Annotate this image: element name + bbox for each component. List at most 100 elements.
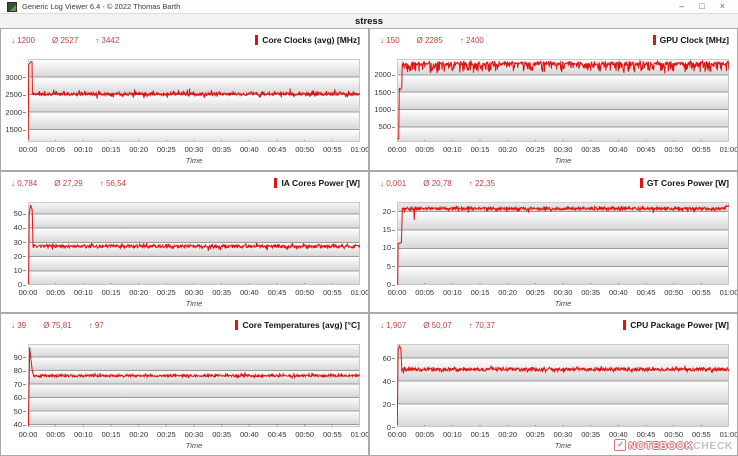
- window-title: Generic Log Viewer 6.4 - © 2022 Thomas B…: [22, 2, 181, 11]
- x-tick-label: 00:55: [691, 287, 711, 297]
- x-tick-label: 00:25: [525, 430, 545, 440]
- chart-canvas: [28, 201, 360, 285]
- x-axis-label: Time: [554, 441, 572, 451]
- y-tick-label: 60: [370, 354, 395, 363]
- legend-color-bar-icon: [639, 177, 643, 188]
- x-tick-label: 00:15: [470, 430, 490, 440]
- x-axis-label: Time: [185, 441, 203, 451]
- x-tick-label: 00:10: [442, 430, 462, 440]
- x-tick-label: 00:55: [691, 145, 711, 154]
- x-tick-label: 00:00: [387, 145, 407, 154]
- x-tick-label: 00:10: [73, 287, 93, 297]
- x-tick-label: 00:45: [636, 430, 656, 440]
- x-tick-label: 00:20: [498, 145, 518, 154]
- x-tick-label: 01:00: [350, 287, 369, 297]
- x-tick-label: 00:40: [608, 145, 628, 154]
- y-tick-label: 0: [370, 423, 395, 432]
- x-tick-label: 00:35: [212, 287, 232, 297]
- x-tick-label: 00:00: [387, 287, 407, 297]
- stat-avg: Ø 50,07: [423, 321, 452, 331]
- y-tick-label: 2000: [1, 108, 26, 117]
- x-tick-label: 00:05: [415, 287, 435, 297]
- x-tick-label: 00:45: [267, 145, 287, 154]
- charts-grid: ↓ 1200 Ø 2527 ↑ 3442 Core Clocks (avg) […: [0, 28, 738, 456]
- y-tick-label: 50: [1, 407, 26, 416]
- chart-title: CPU Package Power [W]: [630, 320, 729, 331]
- chart-stats: ↓ 0,001 Ø 20,78 ↑ 22,35: [380, 179, 495, 188]
- y-tick-label: 3000: [1, 73, 26, 82]
- y-tick-label: 90: [1, 353, 26, 362]
- window-controls: – □ ×: [679, 2, 731, 11]
- chart-panel: ↓ 150 Ø 2285 ↑ 2400 GPU Clock [MHz] 500 1…: [369, 28, 738, 171]
- x-tick-label: 00:05: [46, 430, 66, 440]
- chart-stats: ↓ 0,784 Ø 27,29 ↑ 56,54: [11, 179, 126, 188]
- x-tick-label: 00:30: [553, 145, 573, 154]
- y-tick-label: 20: [370, 400, 395, 409]
- stat-min: ↓ 1,907: [380, 321, 407, 331]
- stat-max: ↑ 97: [88, 321, 104, 331]
- x-tick-label: 00:15: [101, 287, 121, 297]
- legend-color-bar-icon: [652, 35, 656, 45]
- legend-color-bar-icon: [274, 177, 278, 188]
- x-tick-label: 00:05: [46, 145, 66, 154]
- x-tick-label: 00:20: [498, 287, 518, 297]
- chart-canvas: [397, 201, 729, 285]
- x-tick-label: 00:00: [18, 430, 38, 440]
- y-tick-label: 10: [370, 243, 395, 252]
- x-tick-label: 00:30: [553, 287, 573, 297]
- y-tick-label: 20: [1, 252, 26, 261]
- y-tick-label: 40: [1, 420, 26, 429]
- x-tick-label: 00:35: [581, 287, 601, 297]
- stat-min: ↓ 1200: [11, 36, 36, 45]
- chart-panel: ↓ 1,907 Ø 50,07 ↑ 70,37 CPU Package Powe…: [369, 313, 738, 456]
- chart-title: Core Clocks (avg) [MHz]: [262, 35, 360, 45]
- titlebar: Generic Log Viewer 6.4 - © 2022 Thomas B…: [0, 0, 738, 14]
- stat-max: ↑ 56,54: [99, 178, 126, 188]
- legend-color-bar-icon: [255, 35, 259, 45]
- x-tick-label: 00:15: [101, 430, 121, 440]
- chart-legend: GPU Clock [MHz]: [652, 35, 729, 45]
- chart-legend: GT Cores Power [W]: [639, 177, 729, 188]
- y-tick-label: 5: [370, 262, 395, 271]
- x-tick-label: 00:50: [664, 430, 684, 440]
- x-tick-label: 00:55: [691, 430, 711, 440]
- stat-min: ↓ 150: [380, 36, 400, 45]
- chart-canvas: [397, 344, 729, 428]
- x-tick-label: 00:20: [498, 430, 518, 440]
- x-axis-label: Time: [554, 298, 572, 308]
- chart-legend: Core Temperatures (avg) [°C]: [235, 320, 360, 331]
- x-tick-label: 00:40: [608, 430, 628, 440]
- series-line: [397, 204, 729, 285]
- chart-title: IA Cores Power [W]: [281, 177, 360, 188]
- series-line: [28, 61, 360, 141]
- x-tick-label: 00:50: [295, 287, 315, 297]
- series-line: [28, 347, 360, 427]
- maximize-button[interactable]: □: [699, 1, 705, 11]
- chart-panel: ↓ 0,001 Ø 20,78 ↑ 22,35 GT Cores Power […: [369, 170, 738, 314]
- minimize-button[interactable]: –: [679, 1, 685, 11]
- y-tick-label: 0: [1, 280, 26, 289]
- y-tick-label: 0: [370, 280, 395, 289]
- chart-title: GT Cores Power [W]: [646, 177, 729, 188]
- stat-min: ↓ 0,784: [11, 178, 38, 188]
- chart-canvas: [28, 344, 360, 428]
- x-tick-label: 00:00: [18, 145, 38, 154]
- x-tick-label: 00:15: [101, 145, 121, 154]
- stat-avg: Ø 75,81: [43, 321, 72, 331]
- x-tick-label: 00:55: [322, 287, 342, 297]
- x-tick-label: 00:25: [156, 430, 176, 440]
- close-button[interactable]: ×: [719, 1, 725, 11]
- x-tick-label: 00:15: [470, 145, 490, 154]
- y-tick-label: 60: [1, 393, 26, 402]
- x-tick-label: 00:00: [18, 287, 38, 297]
- stat-max: ↑ 3442: [95, 36, 120, 45]
- x-tick-label: 00:25: [156, 287, 176, 297]
- x-tick-label: 00:25: [525, 287, 545, 297]
- series-line: [28, 204, 360, 285]
- x-tick-label: 00:50: [295, 430, 315, 440]
- y-tick-label: 500: [370, 122, 395, 131]
- x-tick-label: 00:45: [267, 287, 287, 297]
- x-tick-label: 01:00: [719, 145, 738, 154]
- stat-avg: Ø 2527: [52, 36, 79, 45]
- y-tick-label: 2500: [1, 90, 26, 99]
